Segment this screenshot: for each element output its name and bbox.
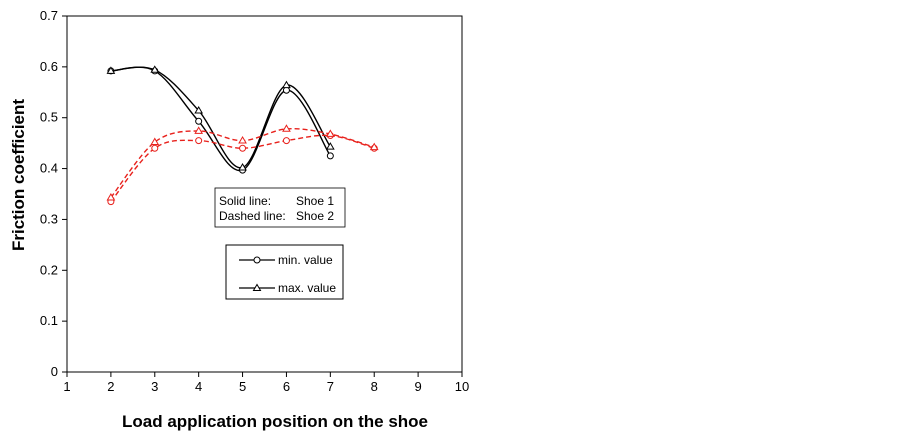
data-point bbox=[239, 144, 247, 152]
x-tick-label: 2 bbox=[107, 379, 114, 394]
data-point bbox=[195, 137, 203, 145]
legend-marker-min bbox=[253, 256, 261, 264]
y-tick-label: 0.4 bbox=[40, 161, 58, 176]
data-point bbox=[150, 137, 160, 146]
data-point bbox=[194, 126, 204, 134]
data-point bbox=[150, 65, 160, 73]
y-tick-label: 0.7 bbox=[40, 8, 58, 23]
data-point bbox=[151, 144, 159, 152]
data-point bbox=[238, 162, 247, 171]
annotation-label-2: Dashed line: bbox=[219, 209, 286, 223]
data-point bbox=[325, 129, 335, 137]
data-point bbox=[369, 142, 379, 151]
legend-label-min: min. value bbox=[278, 253, 333, 267]
y-tick-label: 0.2 bbox=[40, 262, 58, 277]
legend-label-max: max. value bbox=[278, 281, 336, 295]
x-tick-label: 5 bbox=[239, 379, 246, 394]
y-tick-label: 0.1 bbox=[40, 313, 58, 328]
y-tick-label: 0.3 bbox=[40, 211, 58, 226]
annotation-value-1: Shoe 1 bbox=[296, 194, 334, 208]
x-tick-label: 1 bbox=[63, 379, 70, 394]
y-tick-label: 0 bbox=[51, 364, 58, 379]
legend-box bbox=[225, 244, 344, 300]
annotation-label-1: Solid line: bbox=[219, 194, 271, 208]
shoe-annotation: Solid line: Shoe 1 Dashed line: Shoe 2 bbox=[214, 187, 346, 228]
x-tick-label: 6 bbox=[283, 379, 290, 394]
data-point bbox=[106, 192, 116, 201]
x-tick-label: 7 bbox=[327, 379, 334, 394]
data-point bbox=[282, 137, 290, 145]
y-tick-label: 0.5 bbox=[40, 110, 58, 125]
y-axis-title: Friction coefficient bbox=[9, 99, 28, 251]
data-point bbox=[282, 86, 290, 94]
data-point bbox=[282, 124, 291, 132]
data-point bbox=[282, 80, 291, 89]
x-tick-label: 3 bbox=[151, 379, 158, 394]
x-tick-label: 9 bbox=[414, 379, 421, 394]
series-4 bbox=[106, 124, 379, 201]
annotation-value-2: Shoe 2 bbox=[296, 209, 334, 223]
data-point bbox=[106, 66, 116, 74]
y-axis: 0 0.1 0.2 0.3 0.4 0.5 0.6 0.7 bbox=[40, 8, 67, 379]
x-tick-label: 4 bbox=[195, 379, 202, 394]
data-point bbox=[326, 152, 334, 160]
x-tick-label: 10 bbox=[455, 379, 469, 394]
data-point bbox=[325, 142, 335, 150]
x-axis-title: Load application position on the shoe bbox=[122, 412, 428, 431]
x-axis: 1 2 3 4 5 6 7 8 9 10 bbox=[63, 372, 469, 394]
data-point bbox=[194, 106, 204, 114]
annotation-box bbox=[214, 187, 346, 228]
y-tick-label: 0.6 bbox=[40, 59, 58, 74]
legend-marker-max bbox=[252, 283, 262, 291]
data-point bbox=[238, 136, 247, 144]
x-tick-label: 8 bbox=[371, 379, 378, 394]
legend: min. value max. value bbox=[225, 244, 344, 300]
data-point bbox=[195, 117, 203, 125]
series-layer bbox=[106, 65, 379, 206]
series-2 bbox=[106, 65, 335, 171]
